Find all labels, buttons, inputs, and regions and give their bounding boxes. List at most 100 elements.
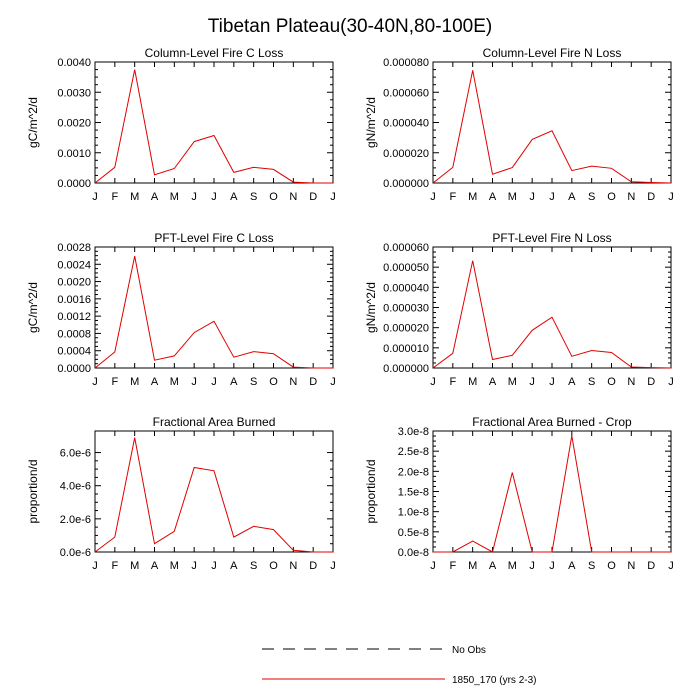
y-tick-label: 3.0e-8 [398,426,429,438]
y-tick-label: 0.0004 [57,346,91,358]
x-tick-label: A [568,560,576,572]
x-tick-label: N [289,376,297,388]
y-tick-label: 0.0008 [57,328,91,340]
x-tick-label: S [588,376,595,388]
x-tick-label: O [607,376,616,388]
x-tick-label: J [92,560,98,572]
y-axis-label: gC/m^2/d [26,282,40,333]
x-tick-label: M [130,191,139,203]
x-tick-label: O [607,560,616,572]
x-tick-label: J [330,191,336,203]
x-tick-label: J [549,376,555,388]
x-tick-label: J [191,560,197,572]
x-tick-label: O [269,560,278,572]
x-tick-label: S [250,191,257,203]
y-tick-label: 0.0e-6 [60,547,91,559]
y-tick-label: 0.0020 [57,118,91,130]
y-tick-label: 0.000040 [383,282,429,294]
panel-title: Fractional Area Burned - Crop [472,415,632,429]
x-tick-label: J [529,191,535,203]
y-axis-label: proportion/d [364,459,378,523]
x-tick-label: J [668,191,674,203]
y-tick-label: 0.0000 [57,363,91,375]
y-tick-label: 1.5e-8 [398,487,429,499]
x-tick-label: J [211,191,217,203]
legend-label: 1850_170 (yrs 2-3) [452,675,537,686]
y-axis-label: gN/m^2/d [364,282,378,333]
x-tick-label: S [250,560,257,572]
y-tick-label: 0.0010 [57,148,91,160]
panel-title: PFT-Level Fire C Loss [154,231,273,245]
x-tick-label: S [588,191,595,203]
y-tick-label: 0.000030 [383,303,429,315]
x-tick-label: M [170,560,179,572]
x-tick-label: F [111,376,118,388]
x-tick-label: N [627,376,635,388]
x-tick-label: A [230,560,238,572]
x-tick-label: D [309,560,317,572]
x-tick-label: J [191,191,197,203]
y-tick-label: 0.000060 [383,242,429,254]
x-tick-label: M [130,560,139,572]
x-tick-label: F [111,191,118,203]
x-tick-label: A [230,376,238,388]
y-tick-label: 4.0e-6 [60,481,91,493]
x-tick-label: A [568,376,576,388]
y-tick-label: 0.0028 [57,242,91,254]
x-tick-label: J [211,376,217,388]
panel-title: PFT-Level Fire N Loss [492,231,611,245]
x-tick-label: M [508,376,517,388]
x-tick-label: D [647,560,655,572]
x-tick-label: J [430,376,436,388]
y-tick-label: 0.0012 [57,311,91,323]
y-tick-label: 0.0020 [57,277,91,289]
panel-title: Fractional Area Burned [153,415,276,429]
x-tick-label: M [170,376,179,388]
y-tick-label: 0.000080 [383,57,429,69]
y-tick-label: 0.0040 [57,57,91,69]
x-tick-label: D [647,191,655,203]
x-tick-label: D [309,376,317,388]
x-tick-label: O [607,191,616,203]
x-tick-label: F [449,191,456,203]
x-tick-label: A [151,191,159,203]
x-tick-label: J [430,560,436,572]
x-tick-label: A [568,191,576,203]
x-tick-label: A [230,191,238,203]
x-tick-label: O [269,376,278,388]
legend-label: No Obs [452,645,486,656]
x-tick-label: J [92,376,98,388]
y-tick-label: 0.0024 [57,259,91,271]
y-tick-label: 2.5e-8 [398,446,429,458]
x-tick-label: J [430,191,436,203]
plot-frame [432,61,672,184]
x-tick-label: J [549,560,555,572]
y-tick-label: 0.5e-8 [398,527,429,539]
y-tick-label: 0.0000 [57,178,91,190]
y-tick-label: 6.0e-6 [60,448,91,460]
legend: No Obs 1850_170 (yrs 2-3) [262,645,537,686]
x-tick-label: M [468,560,477,572]
x-tick-label: J [330,376,336,388]
y-axis-label: proportion/d [26,459,40,523]
x-tick-label: M [508,191,517,203]
figure-title: Tibetan Plateau(30-40N,80-100E) [208,16,492,37]
x-tick-label: A [489,376,497,388]
x-tick-label: F [449,376,456,388]
y-tick-label: 0.000020 [383,323,429,335]
x-tick-label: J [191,376,197,388]
x-tick-label: O [269,191,278,203]
y-tick-label: 0.000020 [383,148,429,160]
x-tick-label: J [211,560,217,572]
y-tick-label: 0.000040 [383,118,429,130]
x-tick-label: M [170,191,179,203]
series-line [432,260,672,369]
x-tick-label: M [130,376,139,388]
